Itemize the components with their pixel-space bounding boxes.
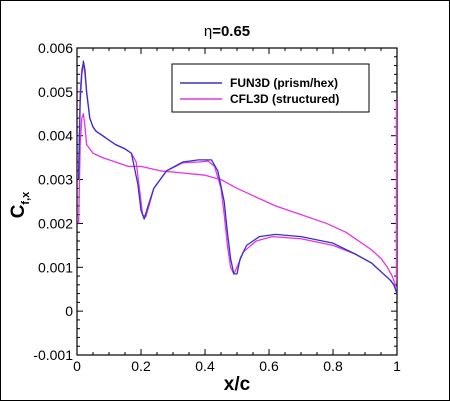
y-axis-label-main: C: [8, 204, 29, 218]
x-tick-label: 0.2: [131, 358, 151, 374]
legend-label: CFL3D (structured): [230, 92, 339, 106]
y-tick-label: -0.001: [33, 347, 73, 363]
series-line-fun3d-0: [77, 60, 397, 294]
x-axis-label: x/c: [224, 374, 251, 395]
x-tick-label: 1: [393, 358, 401, 374]
x-tick-label: 0: [73, 358, 81, 374]
legend: FUN3D (prism/hex) CFL3D (structured): [171, 63, 370, 113]
legend-label: FUN3D (prism/hex): [230, 76, 338, 90]
y-tick-label: 0.002: [38, 215, 73, 231]
chart-title: η=0.65: [204, 23, 250, 40]
y-tick-label: 0.003: [38, 172, 73, 188]
x-tick-label: 0.8: [323, 358, 343, 374]
y-axis-label-sub: f,x: [20, 191, 32, 205]
series-line-cfl3d-1: [77, 113, 397, 290]
title-symbol: η: [204, 23, 212, 40]
y-tick-label: 0.005: [38, 84, 73, 100]
y-tick-label: 0: [65, 303, 73, 319]
svg-text:Cf,x: Cf,x: [8, 191, 32, 218]
y-tick-label: 0.004: [38, 128, 73, 144]
x-tick-label: 0.6: [259, 358, 279, 374]
series-layer: [77, 60, 397, 294]
x-axis: 0 0.2 0.4 0.6 0.8 1: [73, 48, 401, 374]
title-value: =0.65: [212, 23, 250, 40]
x-tick-label: 0.4: [195, 358, 215, 374]
legend-box: [171, 63, 370, 113]
y-axis-label: Cf,x: [8, 191, 32, 218]
y-tick-label: 0.006: [38, 40, 73, 56]
y-tick-label: 0.001: [38, 259, 73, 275]
